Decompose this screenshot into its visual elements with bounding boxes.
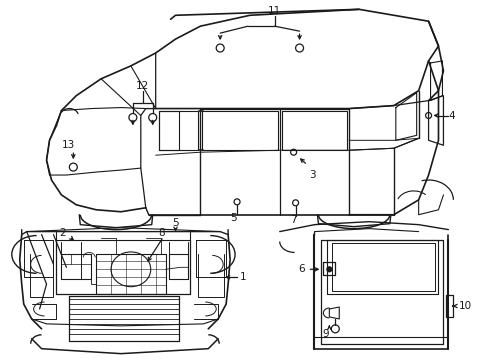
- Text: 2: 2: [60, 228, 66, 238]
- Text: 1: 1: [240, 272, 246, 282]
- Text: 3: 3: [309, 170, 315, 180]
- Circle shape: [326, 267, 331, 272]
- Text: 7: 7: [289, 215, 296, 225]
- Text: 10: 10: [457, 301, 470, 311]
- Text: 8: 8: [158, 228, 165, 238]
- Text: 5: 5: [172, 218, 179, 228]
- Text: 9: 9: [322, 329, 328, 339]
- Text: 5: 5: [230, 213, 236, 223]
- Text: 4: 4: [447, 111, 454, 121]
- Text: 12: 12: [136, 81, 149, 91]
- Text: 13: 13: [61, 140, 75, 150]
- Text: 6: 6: [297, 264, 304, 274]
- Text: 11: 11: [267, 6, 281, 16]
